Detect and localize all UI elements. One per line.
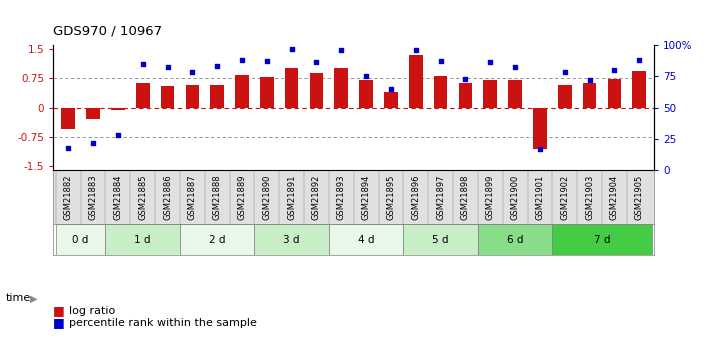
Bar: [210, 85, 224, 108]
Text: 0 d: 0 d: [73, 235, 89, 245]
Text: GSM21890: GSM21890: [262, 175, 272, 220]
Text: 6 d: 6 d: [507, 235, 523, 245]
Text: GSM21901: GSM21901: [535, 175, 545, 220]
Text: log ratio: log ratio: [69, 306, 115, 315]
Text: GSM21887: GSM21887: [188, 175, 197, 220]
Text: GSM21893: GSM21893: [337, 175, 346, 220]
Text: GSM21898: GSM21898: [461, 175, 470, 220]
Text: 5 d: 5 d: [432, 235, 449, 245]
Text: GSM21899: GSM21899: [486, 175, 495, 220]
Text: ■: ■: [53, 316, 65, 329]
Point: [137, 61, 149, 67]
Text: GSM21882: GSM21882: [64, 175, 73, 220]
Bar: [483, 80, 497, 108]
Point: [311, 60, 322, 65]
Bar: [136, 83, 149, 108]
Point: [634, 57, 645, 63]
Point: [435, 58, 447, 64]
Text: GSM21883: GSM21883: [89, 175, 97, 220]
Text: GSM21900: GSM21900: [510, 175, 520, 220]
Text: 4 d: 4 d: [358, 235, 375, 245]
Bar: [508, 80, 522, 108]
Text: GSM21892: GSM21892: [312, 175, 321, 220]
Point: [112, 132, 124, 138]
Text: ■: ■: [53, 304, 65, 317]
Bar: [111, 108, 124, 110]
Bar: [552, 224, 652, 255]
Text: GSM21891: GSM21891: [287, 175, 296, 220]
Point: [162, 65, 173, 70]
Point: [584, 77, 595, 83]
Point: [485, 60, 496, 65]
Bar: [403, 224, 478, 255]
Bar: [409, 55, 422, 108]
Point: [261, 58, 272, 64]
Bar: [583, 83, 597, 108]
Bar: [533, 108, 547, 149]
Point: [63, 145, 74, 150]
Text: GSM21894: GSM21894: [362, 175, 370, 220]
Point: [336, 47, 347, 53]
Bar: [186, 85, 199, 108]
Text: ▶: ▶: [30, 294, 38, 303]
Text: percentile rank within the sample: percentile rank within the sample: [69, 318, 257, 327]
Bar: [105, 224, 180, 255]
Point: [410, 47, 422, 53]
Bar: [459, 83, 472, 108]
Text: GSM21884: GSM21884: [113, 175, 122, 220]
Bar: [86, 108, 100, 119]
Bar: [55, 224, 105, 255]
Bar: [434, 76, 447, 108]
Text: 2 d: 2 d: [209, 235, 225, 245]
Point: [559, 70, 570, 75]
Text: GSM21902: GSM21902: [560, 175, 570, 220]
Text: GSM21888: GSM21888: [213, 175, 222, 220]
Text: time: time: [6, 294, 31, 303]
Text: GSM21885: GSM21885: [138, 175, 147, 220]
Bar: [632, 71, 646, 108]
Point: [534, 146, 545, 152]
Bar: [334, 68, 348, 108]
Point: [286, 46, 297, 51]
Point: [509, 65, 520, 70]
Point: [236, 57, 247, 63]
Point: [211, 63, 223, 69]
Bar: [478, 224, 552, 255]
Text: GSM21889: GSM21889: [237, 175, 247, 220]
Point: [187, 70, 198, 75]
Bar: [255, 224, 329, 255]
Text: GSM21904: GSM21904: [610, 175, 619, 220]
Bar: [61, 108, 75, 129]
Point: [385, 86, 397, 91]
Text: GSM21897: GSM21897: [436, 175, 445, 220]
Bar: [608, 79, 621, 108]
Bar: [384, 92, 397, 108]
Point: [87, 140, 99, 145]
Text: GDS970 / 10967: GDS970 / 10967: [53, 25, 162, 38]
Text: GSM21895: GSM21895: [387, 175, 395, 220]
Bar: [180, 224, 255, 255]
Text: GSM21886: GSM21886: [163, 175, 172, 220]
Text: 3 d: 3 d: [284, 235, 300, 245]
Bar: [310, 73, 324, 108]
Text: GSM21905: GSM21905: [635, 175, 643, 220]
Point: [360, 73, 372, 79]
Bar: [359, 80, 373, 108]
Bar: [558, 85, 572, 108]
Bar: [235, 76, 249, 108]
Text: GSM21903: GSM21903: [585, 175, 594, 220]
Bar: [161, 86, 174, 108]
Bar: [260, 77, 274, 108]
Point: [460, 76, 471, 81]
Text: 7 d: 7 d: [594, 235, 610, 245]
Text: GSM21896: GSM21896: [411, 175, 420, 220]
Point: [609, 67, 620, 73]
Bar: [329, 224, 403, 255]
Text: 1 d: 1 d: [134, 235, 151, 245]
Bar: [285, 68, 299, 108]
